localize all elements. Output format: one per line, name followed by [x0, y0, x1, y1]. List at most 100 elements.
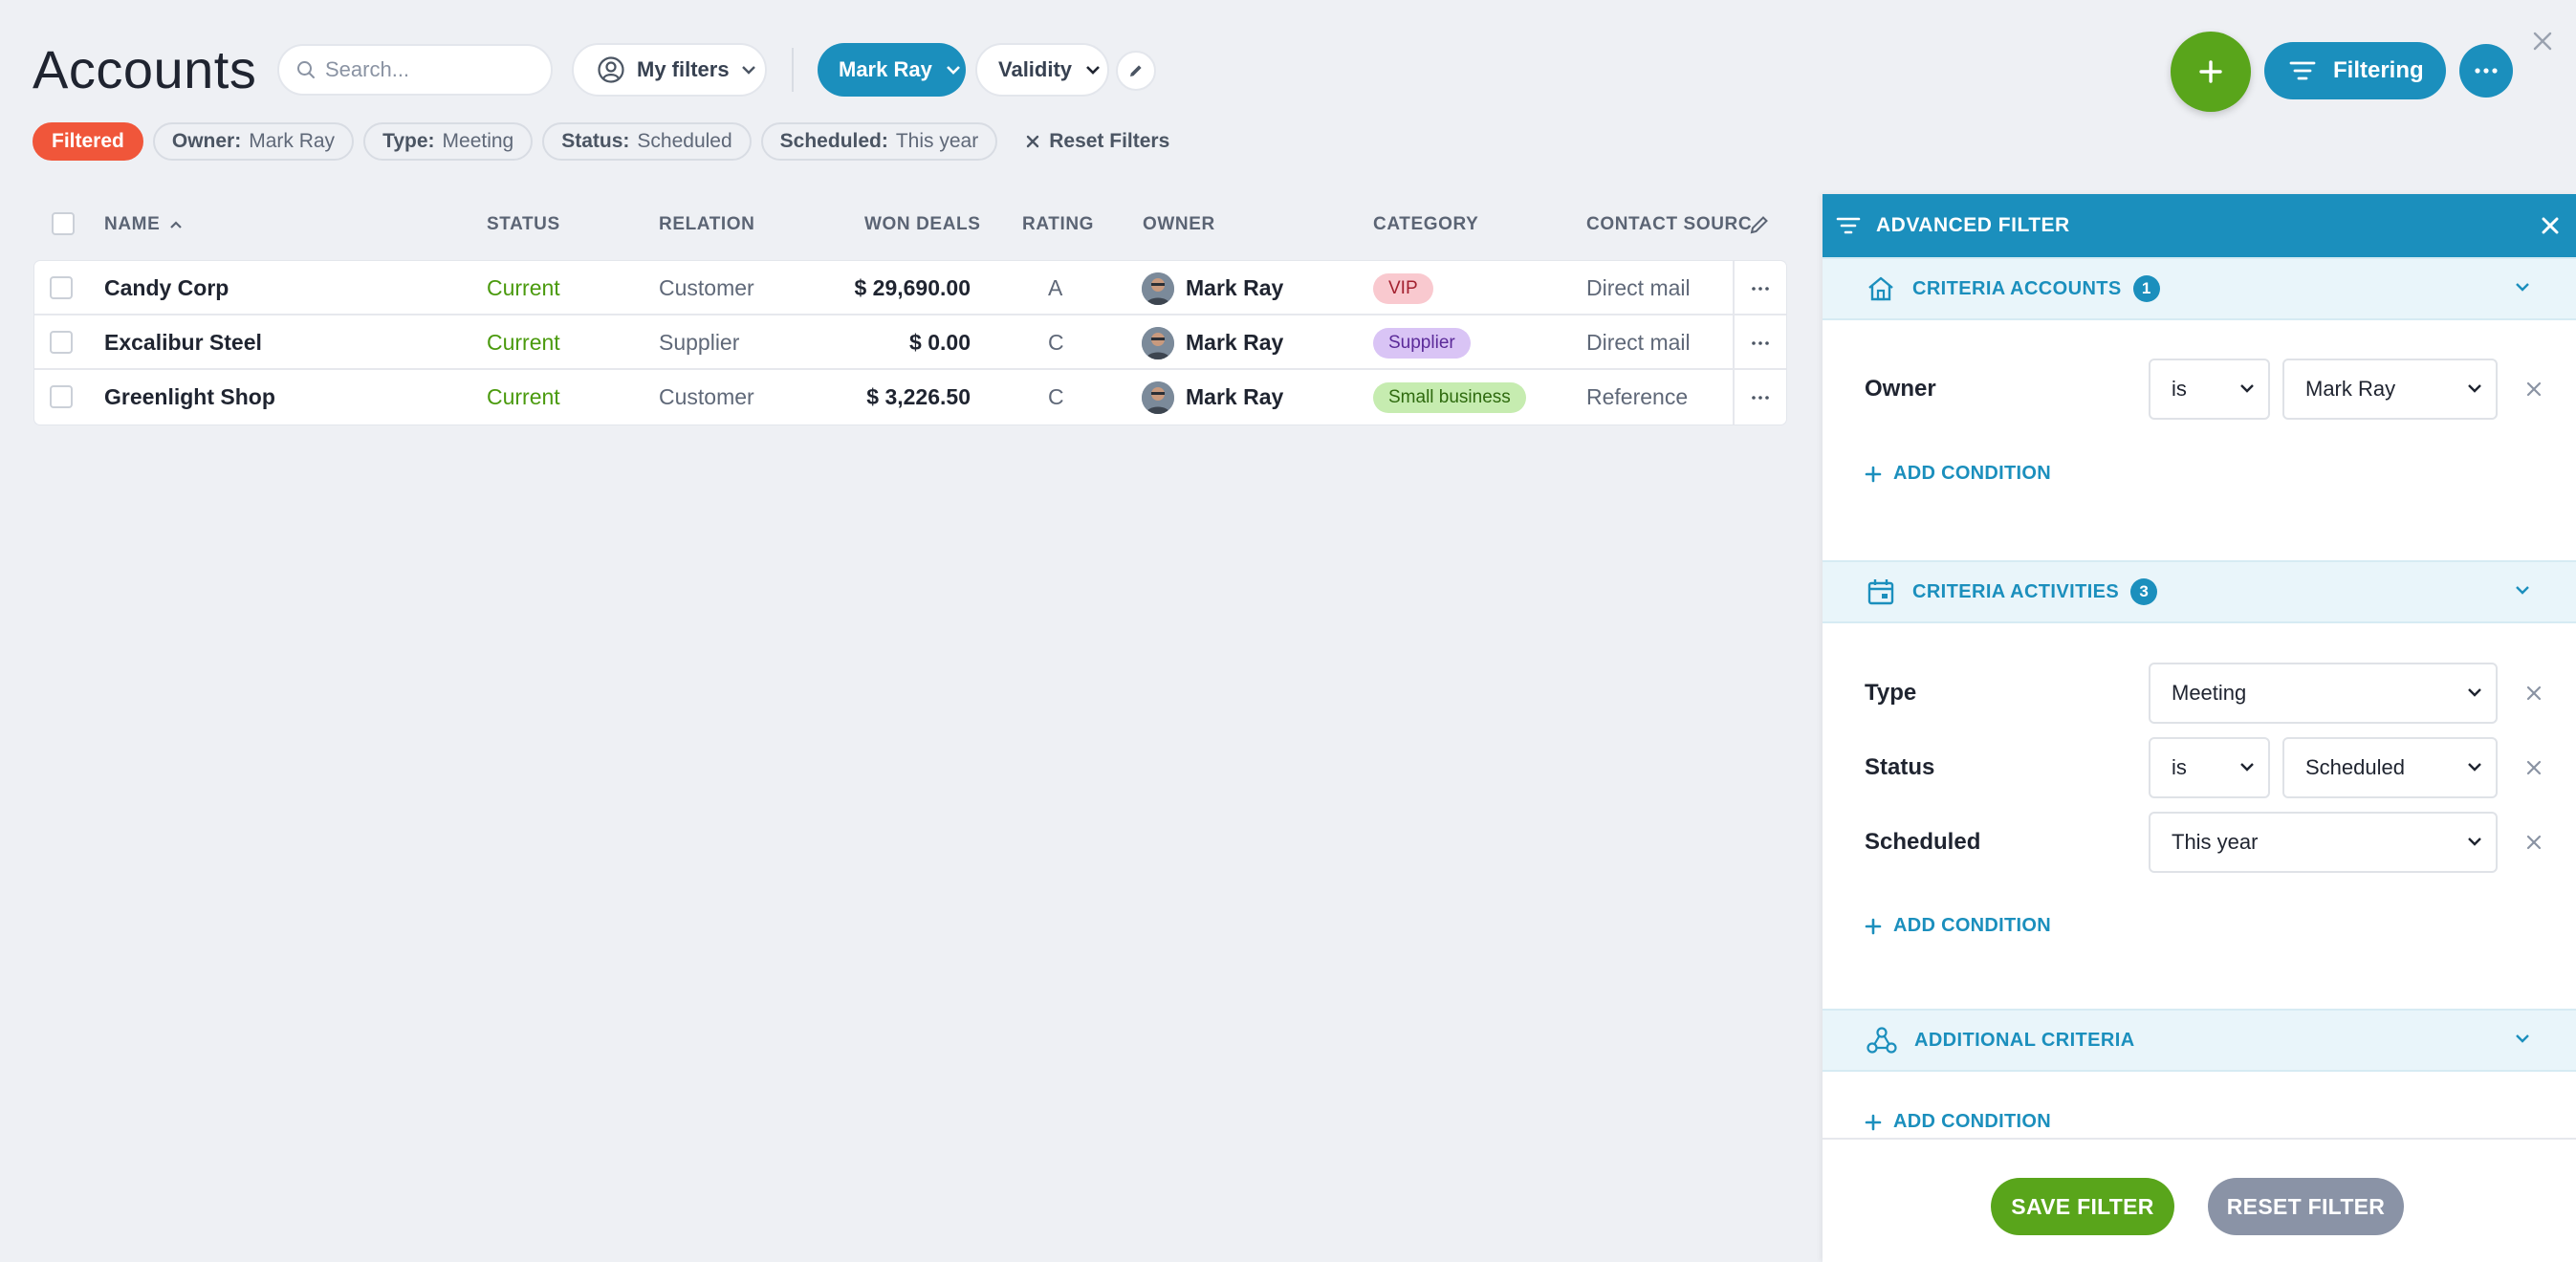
column-header-status[interactable]: STATUS [487, 214, 560, 234]
close-icon [2541, 216, 2560, 235]
chip-scheduled-key: Scheduled: [779, 130, 888, 152]
remove-condition-button[interactable] [2524, 380, 2543, 399]
owner-value-select[interactable]: Mark Ray [2282, 359, 2498, 420]
more-horizontal-icon [1752, 340, 1769, 345]
chevron-down-icon [2240, 384, 2254, 393]
section-additional-criteria[interactable]: ADDITIONAL CRITERIA [1823, 1009, 2576, 1072]
nodes-icon [1867, 1026, 1897, 1055]
chevron-down-icon [2515, 282, 2530, 292]
search-box[interactable] [277, 44, 553, 96]
owner-name: Mark Ray [1186, 275, 1284, 300]
edit-filters-button[interactable] [1116, 51, 1156, 91]
column-header-rating[interactable]: RATING [1022, 214, 1095, 234]
reset-filter-button[interactable]: RESET FILTER [2208, 1178, 2404, 1235]
close-view-button[interactable] [2528, 27, 2557, 55]
section-label: ADDITIONAL CRITERIA [1914, 1029, 2135, 1051]
account-owner[interactable]: Mark Ray [1142, 261, 1283, 316]
type-value-select[interactable]: Meeting [2149, 663, 2498, 724]
chip-status-value: Scheduled [637, 130, 732, 152]
save-filter-button[interactable]: SAVE FILTER [1991, 1178, 2174, 1235]
status-operator-select[interactable]: is [2149, 737, 2270, 798]
account-relation: Customer [659, 384, 754, 409]
column-header-category[interactable]: CATEGORY [1373, 214, 1479, 234]
select-all-checkbox[interactable] [52, 212, 75, 235]
category-badge: Supplier [1373, 327, 1471, 359]
home-icon [1867, 275, 1895, 302]
reset-filters-link[interactable]: Reset Filters [1026, 130, 1169, 153]
remove-condition-button[interactable] [2524, 684, 2543, 703]
select-value: This year [2172, 830, 2259, 854]
more-actions-button[interactable] [2459, 44, 2513, 98]
section-criteria-activities[interactable]: CRITERIA ACTIVITIES 3 [1823, 560, 2576, 623]
account-name[interactable]: Greenlight Shop [104, 384, 275, 409]
advanced-filter-panel: ADVANCED FILTER CRITERIA ACCOUNTS 1 Owne… [1823, 194, 2576, 1262]
account-contact-source: Direct mail [1586, 330, 1691, 355]
chip-owner-value: Mark Ray [249, 130, 336, 152]
table-row[interactable]: Greenlight Shop Current Customer $ 3,226… [34, 370, 1786, 424]
owner-filter-button[interactable]: Mark Ray [818, 43, 966, 97]
add-condition-button[interactable]: ADD CONDITION [1865, 1111, 2051, 1133]
account-category: Supplier [1373, 316, 1471, 370]
column-header-name[interactable]: NAME [104, 214, 183, 235]
column-header-won-deals[interactable]: WON DEALS [864, 214, 981, 234]
row-actions-button[interactable] [1733, 316, 1786, 370]
section-label: CRITERIA ACTIVITIES [1912, 580, 2120, 602]
row-actions-button[interactable] [1733, 261, 1786, 316]
add-condition-button[interactable]: ADD CONDITION [1865, 463, 2051, 485]
scheduled-value-select[interactable]: This year [2149, 812, 2498, 873]
user-circle-icon [597, 55, 625, 84]
chevron-down-icon [946, 65, 961, 75]
condition-label: Type [1865, 680, 1917, 706]
column-header-owner[interactable]: OWNER [1143, 214, 1215, 234]
filtered-badge: Filtered [33, 122, 143, 161]
account-category: Small business [1373, 370, 1526, 424]
remove-condition-button[interactable] [2524, 833, 2543, 852]
chip-scheduled[interactable]: Scheduled: This year [760, 122, 998, 161]
condition-owner: Owner is Mark Ray [1823, 359, 2576, 420]
section-criteria-accounts[interactable]: CRITERIA ACCOUNTS 1 [1823, 257, 2576, 320]
table-row[interactable]: Excalibur Steel Current Supplier $ 0.00 … [34, 316, 1786, 370]
close-panel-button[interactable] [2538, 213, 2563, 238]
table-row[interactable]: Candy Corp Current Customer $ 29,690.00 … [34, 261, 1786, 316]
more-horizontal-icon [2475, 68, 2498, 74]
active-filter-chips: Filtered Owner: Mark Ray Type: Meeting S… [33, 122, 1169, 161]
row-checkbox[interactable] [50, 276, 73, 299]
account-name[interactable]: Candy Corp [104, 275, 229, 300]
my-filters-button[interactable]: My filters [572, 43, 767, 97]
chip-type[interactable]: Type: Meeting [363, 122, 534, 161]
account-status: Current [487, 330, 560, 355]
search-input[interactable] [325, 57, 535, 82]
criteria-count-badge: 1 [2132, 275, 2160, 302]
account-owner[interactable]: Mark Ray [1142, 370, 1283, 424]
account-owner[interactable]: Mark Ray [1142, 316, 1283, 370]
add-condition-button[interactable]: ADD CONDITION [1865, 915, 2051, 937]
chip-owner-key: Owner: [171, 130, 242, 152]
filtering-button[interactable]: Filtering [2264, 42, 2446, 99]
my-filters-label: My filters [637, 57, 730, 81]
column-header-relation[interactable]: RELATION [659, 214, 755, 234]
chip-owner[interactable]: Owner: Mark Ray [152, 122, 355, 161]
chip-status-key: Status: [561, 130, 630, 152]
close-icon [1026, 135, 1039, 148]
row-checkbox[interactable] [50, 331, 73, 354]
account-won-deals: $ 0.00 [909, 330, 971, 355]
chip-status[interactable]: Status: Scheduled [542, 122, 752, 161]
remove-condition-button[interactable] [2524, 758, 2543, 777]
validity-filter-button[interactable]: Validity [975, 43, 1109, 97]
account-rating: C [1048, 384, 1064, 409]
chevron-down-icon [1085, 65, 1101, 75]
add-record-button[interactable] [2171, 32, 2251, 112]
chevron-down-icon [2240, 763, 2254, 772]
edit-columns-button[interactable] [1749, 214, 1770, 235]
account-name[interactable]: Excalibur Steel [104, 330, 262, 355]
owner-operator-select[interactable]: is [2149, 359, 2270, 420]
column-header-contact-source[interactable]: CONTACT SOURC [1586, 214, 1753, 234]
row-checkbox[interactable] [50, 385, 73, 408]
search-icon [296, 60, 316, 79]
status-value-select[interactable]: Scheduled [2282, 737, 2498, 798]
select-value: is [2172, 755, 2187, 779]
criteria-count-badge: 3 [2130, 578, 2158, 605]
row-actions-button[interactable] [1733, 370, 1786, 424]
account-status: Current [487, 275, 560, 300]
chip-type-key: Type: [382, 130, 435, 152]
